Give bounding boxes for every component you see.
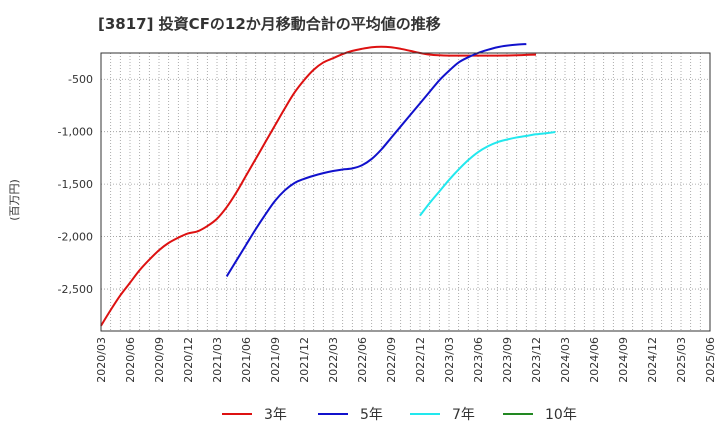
grid xyxy=(100,53,711,331)
series-line-3年 xyxy=(100,45,537,327)
y-axis-label: (百万円) xyxy=(8,179,21,221)
x-tick-label: 2022/12 xyxy=(414,337,427,383)
x-tick-label: 2024/06 xyxy=(588,337,601,383)
x-tick-label: 2024/12 xyxy=(646,337,659,383)
x-tick-label: 2023/03 xyxy=(443,337,456,383)
plot-frame xyxy=(100,52,711,332)
legend-label: 7年 xyxy=(452,407,475,423)
x-tick-label: 2020/12 xyxy=(182,337,195,383)
x-tick-label: 2025/03 xyxy=(675,337,688,383)
x-tick-label: 2021/09 xyxy=(269,337,282,383)
y-tick-label: -2,500 xyxy=(58,283,93,296)
legend-label: 3年 xyxy=(264,407,287,423)
chart-title: [3817] 投資CFの12か月移動合計の平均値の推移 xyxy=(98,15,441,33)
x-tick-label: 2021/06 xyxy=(240,337,253,383)
y-tick-label: -500 xyxy=(68,73,93,86)
x-tick-label: 2020/09 xyxy=(153,337,166,383)
x-tick-label: 2020/06 xyxy=(124,337,137,383)
x-tick-label: 2020/03 xyxy=(95,337,108,383)
x-tick-label: 2021/12 xyxy=(298,337,311,383)
x-tick-label: 2022/03 xyxy=(327,337,340,383)
y-tick-labels: -500 -1,000 -1,500 -2,000 -2,500 xyxy=(58,73,93,296)
x-tick-label: 2022/06 xyxy=(356,337,369,383)
y-tick-label: -2,000 xyxy=(58,231,93,244)
x-tick-label: 2024/03 xyxy=(559,337,572,383)
x-tick-label: 2023/09 xyxy=(501,337,514,383)
x-tick-labels: 2020/03 2020/06 2020/09 2020/12 2021/03 2021/… xyxy=(95,337,717,383)
x-tick-label: 2025/06 xyxy=(704,337,717,383)
series-line-5年 xyxy=(225,43,527,277)
x-tick-label: 2023/12 xyxy=(530,337,543,383)
x-tick-label: 2022/09 xyxy=(385,337,398,383)
x-tick-label: 2023/06 xyxy=(472,337,485,383)
legend: 3年 5年 7年 10年 xyxy=(222,407,577,423)
legend-label: 10年 xyxy=(545,407,577,423)
y-tick-label: -1,500 xyxy=(58,178,93,191)
legend-label: 5年 xyxy=(360,407,383,423)
y-tick-label: -1,000 xyxy=(58,126,93,139)
x-tick-label: 2024/09 xyxy=(617,337,630,383)
series-lines xyxy=(100,43,556,327)
series-line-7年 xyxy=(419,130,556,217)
x-tick-label: 2021/03 xyxy=(211,337,224,383)
